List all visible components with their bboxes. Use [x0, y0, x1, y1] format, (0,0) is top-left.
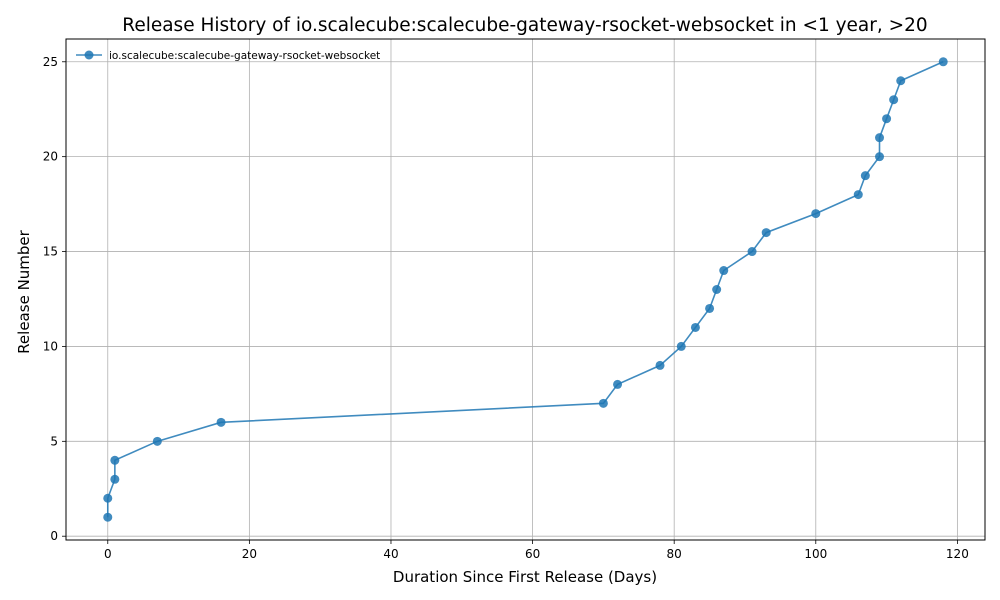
data-point	[889, 95, 899, 105]
x-tick-label: 80	[667, 547, 682, 561]
y-tick-label: 25	[43, 55, 58, 69]
x-tick-label: 40	[383, 547, 398, 561]
data-point	[938, 57, 948, 67]
y-tick-label: 10	[43, 339, 58, 353]
data-point	[676, 341, 686, 351]
data-point	[875, 133, 885, 143]
data-point	[712, 285, 722, 294]
legend-marker	[84, 50, 94, 60]
data-point	[152, 436, 162, 446]
data-point	[747, 247, 757, 257]
x-tick-label: 0	[104, 547, 112, 561]
tick-layer: 0 20 40 60 80 100 120 0 5 10 15 20 25	[43, 55, 969, 561]
y-axis-label: Release Number	[15, 229, 33, 353]
legend-entry-label: io.scalecube:scalecube-gateway-rsocket-w…	[109, 50, 380, 62]
y-tick-label: 20	[43, 150, 58, 164]
grid-layer	[66, 39, 985, 540]
x-tick-label: 60	[525, 547, 540, 561]
y-tick-label: 0	[50, 529, 58, 543]
x-axis-label: Duration Since First Release (Days)	[393, 568, 657, 586]
data-point	[110, 474, 120, 484]
plot-frame	[65, 38, 986, 541]
data-point	[216, 417, 226, 427]
data-point	[613, 379, 623, 389]
legend: io.scalecube:scalecube-gateway-rsocket-w…	[76, 50, 380, 62]
data-point	[655, 360, 665, 370]
x-tick-label: 100	[804, 547, 827, 561]
data-point	[853, 190, 863, 200]
data-point	[882, 114, 892, 124]
data-point	[598, 398, 608, 408]
data-point	[690, 322, 700, 332]
data-point	[705, 303, 715, 313]
data-point	[103, 493, 113, 503]
chart-title: Release History of io.scalecube:scalecub…	[122, 15, 927, 36]
x-tick-label: 20	[242, 547, 257, 561]
data-point	[860, 171, 870, 181]
series-layer	[103, 57, 948, 522]
data-point	[103, 512, 113, 522]
data-point	[761, 228, 771, 238]
data-point	[110, 455, 120, 465]
data-point	[811, 209, 821, 219]
data-point	[719, 266, 729, 276]
y-tick-label: 15	[43, 245, 58, 259]
y-tick-label: 5	[50, 434, 58, 448]
data-point	[896, 76, 906, 86]
x-tick-label: 120	[946, 547, 969, 561]
data-point	[875, 152, 885, 162]
